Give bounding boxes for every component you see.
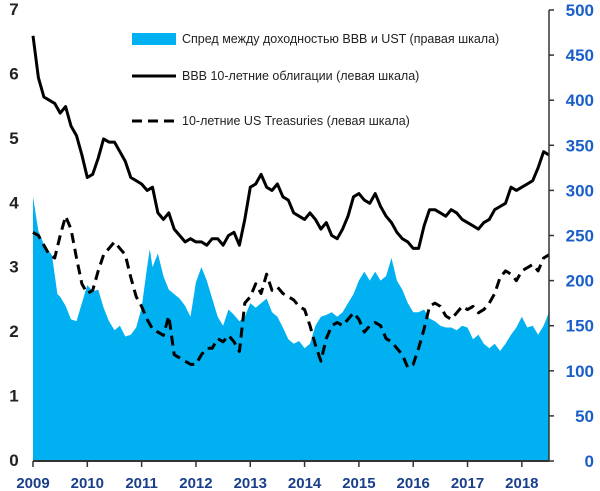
left-tick-label: 4 — [9, 193, 19, 212]
x-tick-label: 2011 — [125, 475, 158, 491]
line-layer — [31, 35, 550, 370]
right-tick-label: 50 — [575, 407, 594, 426]
series-spread-area — [33, 196, 549, 461]
right-axis-ticks: 0 50 100 150 200 250 300 350 400 450 500 — [549, 1, 594, 471]
x-tick-label: 2009 — [16, 475, 49, 491]
right-tick-label: 350 — [566, 136, 594, 155]
spread-area-layer — [33, 196, 549, 461]
legend-label-spread: Спред между доходностью BBB и UST (права… — [182, 32, 499, 46]
right-tick-label: 300 — [566, 181, 594, 200]
x-tick-label: 2014 — [288, 475, 322, 491]
x-tick-label: 2017 — [451, 475, 484, 491]
left-tick-label: 5 — [9, 129, 18, 148]
left-tick-label: 1 — [9, 387, 18, 406]
x-tick-label: 2016 — [397, 475, 430, 491]
right-tick-label: 200 — [566, 272, 594, 291]
right-tick-label: 250 — [566, 227, 594, 246]
left-axis-ticks: 0 1 2 3 4 5 6 7 — [9, 0, 19, 470]
left-tick-label: 2 — [9, 322, 18, 341]
left-tick-label: 7 — [9, 0, 18, 19]
right-tick-label: 0 — [585, 452, 594, 471]
x-tick-label: 2012 — [179, 475, 212, 491]
right-tick-label: 100 — [566, 362, 594, 381]
legend: Спред между доходностью BBB и UST (права… — [132, 32, 499, 128]
right-tick-label: 500 — [566, 1, 594, 20]
right-tick-label: 150 — [566, 317, 594, 336]
left-tick-label: 0 — [9, 451, 18, 470]
x-tick-label: 2018 — [505, 475, 538, 491]
legend-swatch-spread — [132, 33, 176, 45]
series-bbb-line — [31, 35, 550, 250]
left-tick-label: 6 — [9, 64, 18, 83]
x-tick-label: 2013 — [234, 475, 267, 491]
left-tick-label: 3 — [9, 258, 18, 277]
legend-label-ust: 10-летние US Treasuries (левая шкала) — [182, 114, 410, 128]
x-axis-ticks: 2009 2010 2011 2012 2013 2014 2015 2016 2017 2018 — [16, 461, 539, 491]
right-tick-label: 400 — [566, 91, 594, 110]
x-tick-label: 2010 — [71, 475, 104, 491]
right-tick-label: 450 — [566, 46, 594, 65]
legend-label-bbb: BBB 10-летние облигации (левая шкала) — [182, 69, 419, 83]
series-ust-line — [32, 214, 550, 370]
x-tick-label: 2015 — [342, 475, 375, 491]
